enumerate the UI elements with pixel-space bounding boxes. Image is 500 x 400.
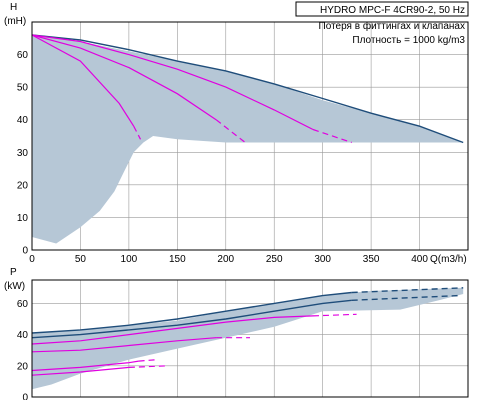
power-series xyxy=(31,287,464,376)
x-tick-label: 400 xyxy=(411,254,428,265)
x-tick-label: 50 xyxy=(75,254,87,265)
x-tick-label: 150 xyxy=(169,254,186,265)
dark-curve xyxy=(31,299,352,339)
product-title: HYDRO MPC-F 4CR90-2, 50 Hz xyxy=(320,5,465,16)
dark-curve-dashed xyxy=(351,287,464,294)
operating-envelope xyxy=(32,35,464,244)
y-tick-label: 60 xyxy=(17,50,29,61)
flow-axis-label: Q(m3/h) xyxy=(430,254,467,265)
y-tick-label: 0 xyxy=(22,393,28,400)
x-tick-label: 0 xyxy=(29,254,35,265)
head-axis-unit: (mH) xyxy=(4,16,26,27)
head-axis-label: H xyxy=(10,2,17,13)
magenta-curve xyxy=(31,34,217,121)
magenta-curve-dashed xyxy=(312,313,357,317)
y-tick-label: 10 xyxy=(17,213,29,224)
power-plot: 0 20 40 60 P (kW) xyxy=(4,267,469,400)
magenta-curve-dashed xyxy=(128,365,168,368)
magenta-curve-dashed xyxy=(138,359,159,362)
power-y-tick-labels: 0 20 40 60 xyxy=(17,299,29,400)
head-plot-frame xyxy=(31,21,469,251)
magenta-curve-dashed xyxy=(133,125,142,140)
title-legend: HYDRO MPC-F 4CR90-2, 50 Hz Потеря в фитт… xyxy=(295,1,469,46)
x-tick-label: 100 xyxy=(121,254,138,265)
x-tick-label: 350 xyxy=(363,254,380,265)
magenta-curve-dashed xyxy=(312,128,352,144)
magenta-curve xyxy=(31,315,314,345)
x-tick-label: 250 xyxy=(266,254,283,265)
loss-note: Потеря в фиттингах и клапанах xyxy=(319,20,465,32)
density-note: Плотность = 1000 kg/m3 xyxy=(352,35,465,46)
y-tick-label: 50 xyxy=(17,83,29,94)
magenta-curve-dashed xyxy=(215,119,246,143)
x-tick-label: 300 xyxy=(314,254,331,265)
magenta-curve xyxy=(31,34,135,127)
magenta-curve xyxy=(31,366,129,376)
head-x-tick-labels: 0 50 100 150 200 250 300 350 400 xyxy=(29,254,428,265)
power-axis-label: P xyxy=(10,267,17,278)
magenta-curve xyxy=(31,337,217,353)
y-tick-label: 20 xyxy=(17,361,29,372)
y-tick-label: 30 xyxy=(17,148,29,159)
y-tick-label: 20 xyxy=(17,180,29,191)
y-tick-label: 40 xyxy=(17,330,29,341)
dark-curve-dashed xyxy=(351,294,459,301)
magenta-curve xyxy=(31,360,139,372)
y-tick-label: 0 xyxy=(22,246,28,257)
head-plot: 0 10 20 30 40 50 60 0 50 100 150 200 250 300 350 400 H… xyxy=(4,2,469,265)
x-tick-label: 200 xyxy=(217,254,234,265)
dark-curve xyxy=(31,291,352,334)
power-plot-frame xyxy=(31,279,469,398)
head-envelope xyxy=(32,35,464,244)
y-tick-label: 40 xyxy=(17,115,29,126)
magenta-curve xyxy=(31,34,314,131)
head-y-tick-labels: 0 10 20 30 40 50 60 xyxy=(17,50,29,256)
title-box xyxy=(295,1,469,17)
head-series xyxy=(31,34,464,144)
y-tick-label: 60 xyxy=(17,299,29,310)
dark-curve xyxy=(31,34,464,144)
power-axis-unit: (kW) xyxy=(4,281,25,292)
